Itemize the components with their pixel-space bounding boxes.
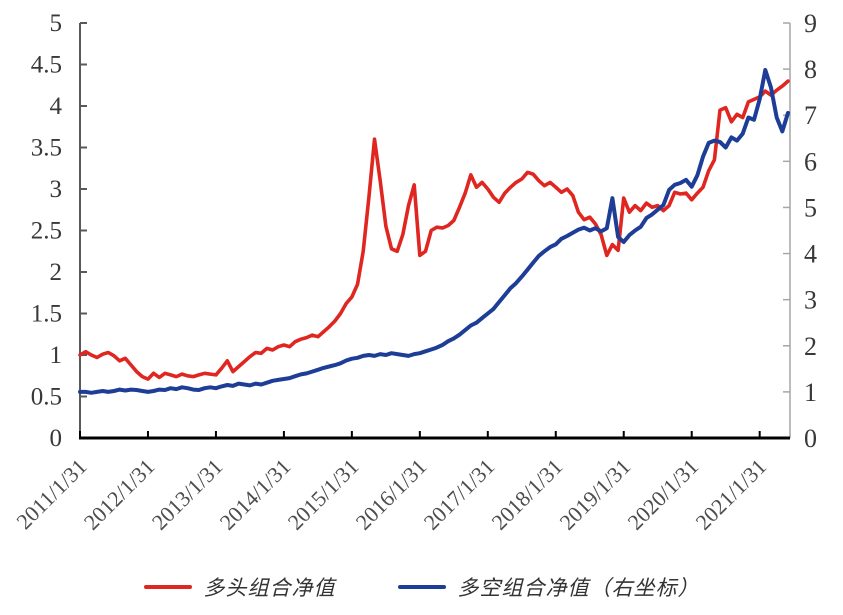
long-portfolio-line-series — [78, 79, 790, 381]
x-axis-tick-label: 2012/1/31 — [79, 454, 160, 535]
dual-axis-line-chart: 0 0.5 1 1.5 2 2.5 3 3.5 4 4.5 5 0 1 2 3 4 5 6 7 8 9 2011/1/31… — [11, 9, 817, 535]
legend-item-longshort-portfolio: 多空组合净值（右坐标） — [397, 572, 700, 602]
left-axis-tick-label: 3 — [50, 176, 63, 203]
x-axis-tick-label: 2014/1/31 — [215, 454, 296, 535]
x-axis-tick-label: 2016/1/31 — [351, 454, 432, 535]
right-axis-tick-label: 8 — [804, 55, 817, 84]
left-axis-tick-label: 1.5 — [31, 301, 62, 328]
legend-item-long-portfolio: 多头组合净值 — [143, 572, 336, 602]
left-axis-tick-label: 1 — [50, 342, 63, 369]
left-axis-tick-label: 2 — [50, 259, 63, 286]
x-axis-tick-label: 2013/1/31 — [147, 454, 228, 535]
x-axis-tick-label: 2018/1/31 — [487, 454, 568, 535]
legend-label-long-portfolio: 多头组合净值 — [203, 576, 336, 600]
x-axis-tick-label: 2021/1/31 — [690, 454, 771, 535]
longshort-portfolio-line-series — [78, 68, 790, 395]
x-axis-tick-label: 2011/1/31 — [11, 454, 91, 534]
right-axis-tick-label: 3 — [804, 286, 817, 315]
right-axis-tick-label: 9 — [804, 9, 817, 38]
left-axis-tick-label: 2.5 — [31, 218, 62, 245]
left-axis-tick-label: 4.5 — [31, 52, 62, 79]
right-axis-tick-label: 4 — [804, 240, 817, 269]
blue-line-icon — [397, 585, 446, 589]
right-axis-tick-label: 0 — [804, 424, 817, 453]
left-axis-tick-label: 5 — [50, 10, 63, 37]
red-line-icon — [143, 585, 192, 589]
chart-legend: 多头组合净值 多空组合净值（右坐标） — [0, 572, 843, 602]
right-axis-tick-label: 2 — [804, 332, 817, 361]
x-axis-tick-label: 2017/1/31 — [419, 454, 500, 535]
x-axis-tick-label: 2020/1/31 — [622, 454, 703, 535]
right-axis-tick-label: 7 — [804, 101, 817, 130]
left-axis-tick-label: 4 — [50, 93, 63, 120]
x-axis-tick-label: 2015/1/31 — [283, 454, 364, 535]
x-axis-tick-label: 2019/1/31 — [555, 454, 636, 535]
left-axis-tick-label: 3.5 — [31, 135, 62, 162]
right-axis-tick-label: 6 — [804, 147, 817, 176]
right-axis-tick-label: 5 — [804, 193, 817, 222]
chart-canvas: 0 0.5 1 1.5 2 2.5 3 3.5 4 4.5 5 0 1 2 3 4 5 6 7 8 9 2011/1/31… — [11, 9, 817, 535]
left-axis-tick-label: 0.5 — [31, 384, 62, 411]
right-axis-tick-label: 1 — [804, 378, 817, 407]
legend-label-longshort-portfolio: 多空组合净值（右坐标） — [457, 576, 700, 600]
left-axis-tick-label: 0 — [50, 425, 63, 452]
